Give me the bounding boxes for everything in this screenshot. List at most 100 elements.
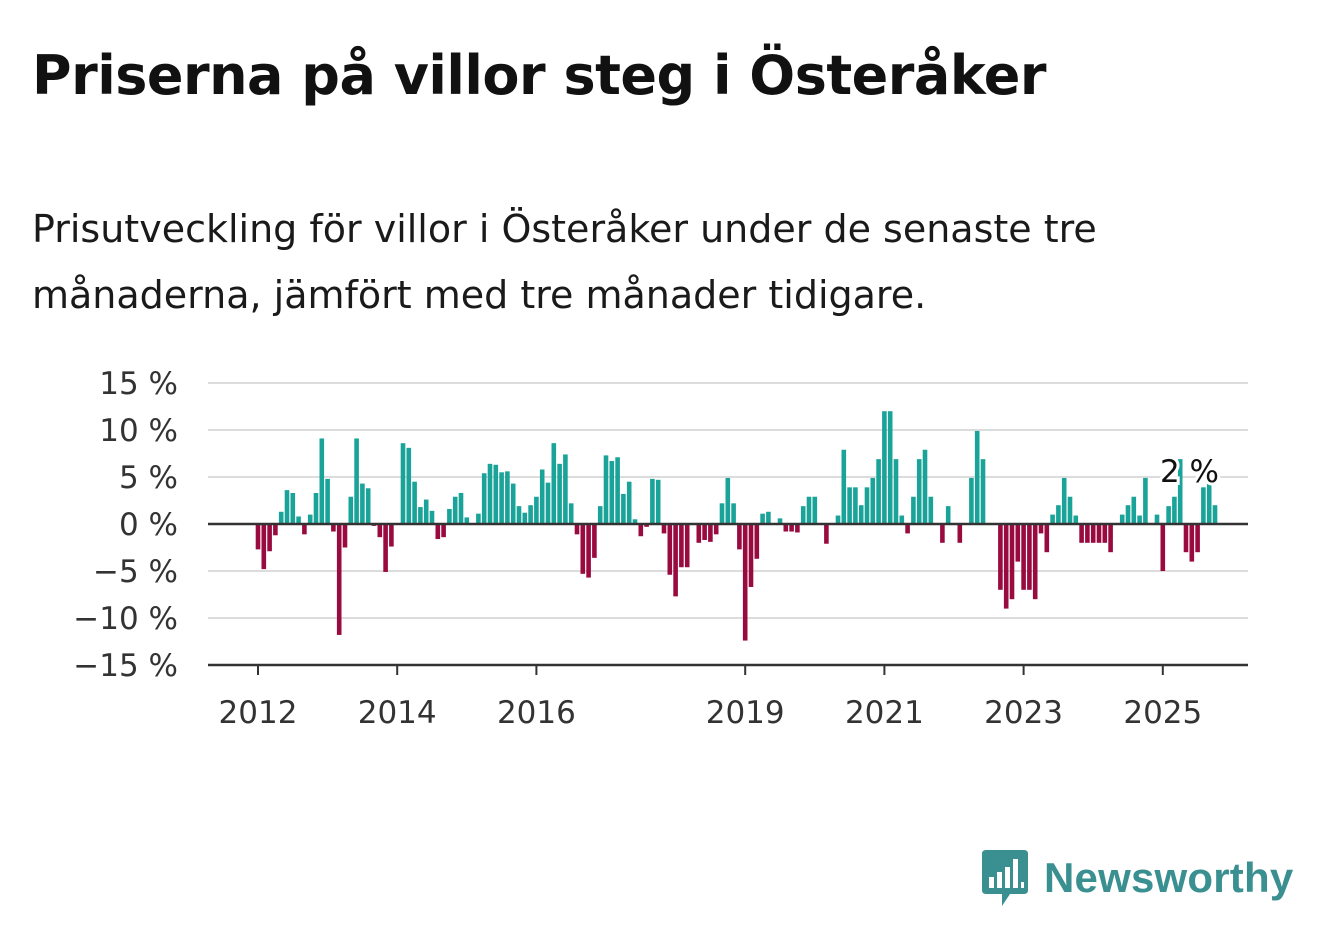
bar bbox=[766, 511, 771, 524]
y-tick-label: 15 % bbox=[99, 366, 178, 402]
y-tick-label: −10 % bbox=[73, 601, 178, 637]
y-tick-label: −15 % bbox=[73, 648, 178, 684]
bar bbox=[632, 519, 638, 524]
bar bbox=[644, 524, 649, 527]
bar bbox=[911, 496, 916, 524]
bar bbox=[893, 459, 899, 524]
y-tick-label: 5 % bbox=[119, 460, 178, 496]
bar bbox=[679, 524, 684, 568]
bars bbox=[255, 411, 1218, 641]
y-tick-label: 10 % bbox=[99, 413, 178, 449]
bar bbox=[255, 524, 261, 550]
bar bbox=[853, 487, 858, 524]
bar bbox=[684, 524, 690, 568]
bar bbox=[1090, 524, 1096, 543]
bar bbox=[418, 507, 423, 524]
bar bbox=[777, 518, 783, 524]
bar bbox=[713, 524, 719, 535]
bar bbox=[1085, 524, 1090, 543]
bar bbox=[400, 443, 406, 524]
bar bbox=[331, 524, 336, 532]
bar bbox=[302, 524, 307, 535]
x-tick-label: 2025 bbox=[1123, 695, 1202, 731]
bar bbox=[1038, 524, 1044, 534]
bar bbox=[551, 443, 557, 524]
bar bbox=[1108, 524, 1113, 553]
bar bbox=[940, 524, 945, 543]
bar bbox=[916, 459, 922, 524]
bar bbox=[348, 496, 354, 524]
x-tick-label: 2023 bbox=[984, 695, 1063, 731]
bar bbox=[429, 510, 435, 524]
y-axis-labels: 15 % 10 % 5 % 0 % −5 % −10 % −15 % bbox=[73, 366, 178, 684]
brand: Newsworthy bbox=[980, 846, 1293, 910]
bar bbox=[284, 490, 290, 524]
bar bbox=[754, 524, 760, 559]
bar bbox=[464, 517, 470, 524]
bar bbox=[1143, 477, 1148, 524]
bar bbox=[528, 505, 533, 524]
bar bbox=[719, 503, 725, 524]
bar bbox=[1050, 514, 1055, 524]
bar bbox=[731, 503, 736, 524]
bar bbox=[336, 524, 342, 635]
bar bbox=[835, 515, 841, 524]
bar bbox=[603, 455, 609, 524]
bar bbox=[870, 477, 876, 524]
bar bbox=[510, 483, 516, 524]
bar bbox=[557, 463, 562, 524]
bar bbox=[1166, 506, 1171, 524]
bar bbox=[789, 524, 794, 532]
bar bbox=[1032, 524, 1038, 600]
bar bbox=[1125, 505, 1131, 524]
x-tick-label: 2019 bbox=[706, 695, 785, 731]
bar bbox=[1201, 487, 1206, 524]
bar bbox=[1102, 524, 1108, 543]
bar bbox=[1003, 524, 1009, 609]
bar bbox=[1067, 496, 1073, 524]
bar bbox=[1044, 524, 1050, 553]
bar bbox=[342, 524, 348, 548]
bar bbox=[1189, 524, 1195, 562]
x-tick-label: 2012 bbox=[219, 695, 298, 731]
bar bbox=[505, 471, 510, 524]
bar bbox=[1154, 514, 1160, 524]
bar bbox=[476, 513, 481, 524]
bar bbox=[702, 524, 707, 540]
bar bbox=[1119, 514, 1125, 524]
bar bbox=[452, 496, 458, 524]
bar bbox=[800, 506, 806, 524]
bar bbox=[882, 411, 887, 524]
bar bbox=[969, 477, 974, 524]
bar bbox=[974, 430, 980, 524]
bar bbox=[742, 524, 748, 641]
bar bbox=[1021, 524, 1026, 590]
bar bbox=[441, 524, 446, 538]
bar bbox=[795, 524, 800, 533]
bar bbox=[858, 505, 864, 524]
x-axis: 2012 2014 2016 2019 2021 2023 2025 bbox=[208, 522, 1248, 731]
bar bbox=[806, 496, 812, 524]
x-tick-label: 2016 bbox=[497, 695, 576, 731]
bar bbox=[499, 472, 504, 524]
chart-title: Priserna på villor steg i Österåker bbox=[32, 44, 1047, 107]
bar bbox=[354, 438, 359, 524]
bar bbox=[296, 516, 301, 524]
bar bbox=[493, 464, 499, 524]
bar bbox=[650, 478, 655, 524]
bar bbox=[545, 482, 551, 524]
bar bbox=[1131, 496, 1137, 524]
y-tick-label: 0 % bbox=[119, 507, 178, 543]
bar bbox=[655, 479, 661, 524]
bar bbox=[458, 492, 464, 524]
bar bbox=[319, 438, 325, 524]
bar bbox=[563, 454, 568, 524]
bar bbox=[957, 524, 963, 543]
annotation: 2 % bbox=[1157, 451, 1222, 493]
bar bbox=[760, 513, 765, 524]
bar bbox=[667, 524, 673, 575]
bar bbox=[841, 449, 847, 524]
bar bbox=[487, 463, 493, 524]
bar bbox=[615, 457, 620, 524]
